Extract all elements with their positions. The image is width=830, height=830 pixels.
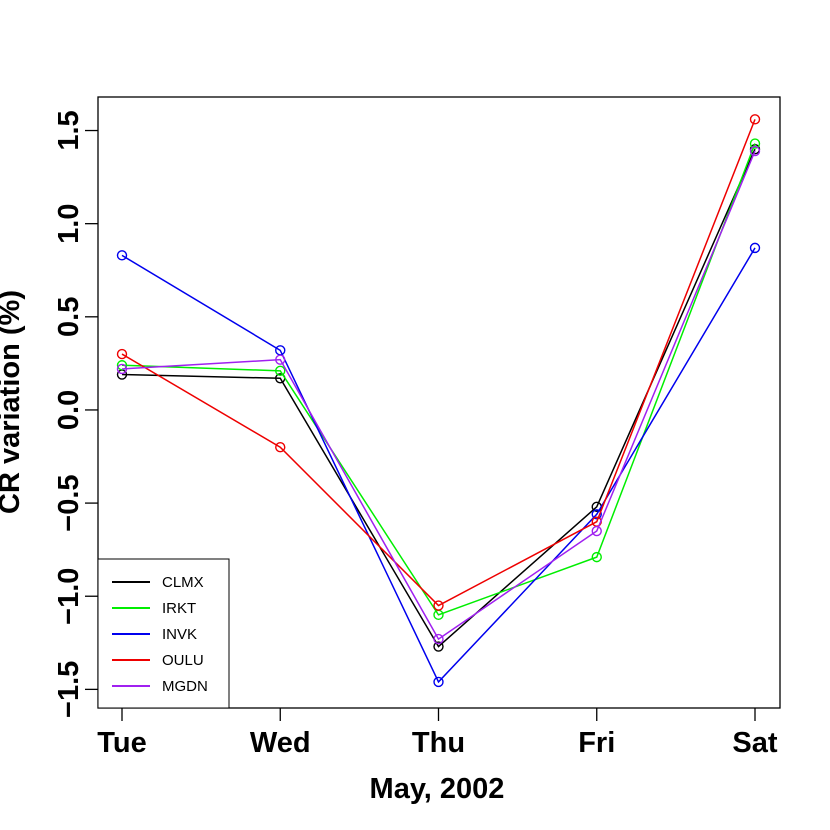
series-line bbox=[121, 143, 756, 616]
data-point bbox=[591, 551, 602, 563]
legend-label: INVK bbox=[162, 626, 197, 643]
y-tick-label: 0.0 bbox=[53, 390, 85, 430]
legend-label: OULU bbox=[162, 652, 204, 669]
data-point bbox=[591, 525, 602, 537]
series-irkt bbox=[116, 138, 761, 621]
y-tick-label: −1.0 bbox=[53, 568, 85, 625]
legend-label: CLMX bbox=[162, 574, 204, 591]
x-tick-label: Sat bbox=[732, 727, 777, 759]
y-axis: −1.5 −1.0 −0.5 0.0 0.5 1.0 1.5 bbox=[53, 110, 98, 718]
y-tick-label: 1.0 bbox=[53, 204, 85, 244]
data-point bbox=[433, 600, 444, 611]
data-point bbox=[749, 242, 761, 254]
data-point bbox=[116, 250, 128, 261]
x-tick-label: Wed bbox=[250, 727, 311, 759]
legend: CLMX IRKT INVK OULU MGDN bbox=[97, 558, 230, 709]
data-point bbox=[275, 442, 286, 453]
data-point bbox=[591, 509, 602, 520]
series-line bbox=[121, 119, 756, 607]
series-oulu bbox=[116, 114, 761, 611]
y-tick-label: 0.5 bbox=[53, 297, 85, 337]
series-line bbox=[121, 247, 756, 684]
data-point bbox=[749, 114, 761, 125]
y-tick-label: 1.5 bbox=[53, 110, 85, 150]
data-point bbox=[749, 138, 761, 149]
data-point bbox=[116, 363, 128, 375]
data-point bbox=[749, 145, 761, 157]
x-axis-title: May, 2002 bbox=[370, 773, 505, 805]
data-point bbox=[275, 354, 286, 365]
y-tick-label: −1.5 bbox=[53, 661, 85, 718]
data-point bbox=[275, 365, 286, 377]
x-tick-label: Thu bbox=[412, 727, 465, 759]
legend-label: IRKT bbox=[162, 600, 196, 617]
data-point bbox=[116, 360, 128, 371]
data-point bbox=[433, 641, 444, 652]
x-tick-label: Tue bbox=[97, 727, 146, 759]
data-point bbox=[433, 633, 444, 645]
series-line bbox=[121, 150, 756, 641]
y-axis-title: CR variation (%) bbox=[0, 290, 26, 514]
legend-label: MGDN bbox=[162, 678, 208, 695]
x-tick-label: Fri bbox=[578, 727, 615, 759]
y-tick-label: −0.5 bbox=[53, 474, 85, 531]
data-point bbox=[116, 348, 128, 360]
x-axis: Tue Wed Thu Fri Sat bbox=[97, 708, 778, 759]
data-point bbox=[433, 676, 444, 688]
series-mgdn bbox=[116, 145, 761, 645]
series-layer bbox=[116, 114, 761, 688]
